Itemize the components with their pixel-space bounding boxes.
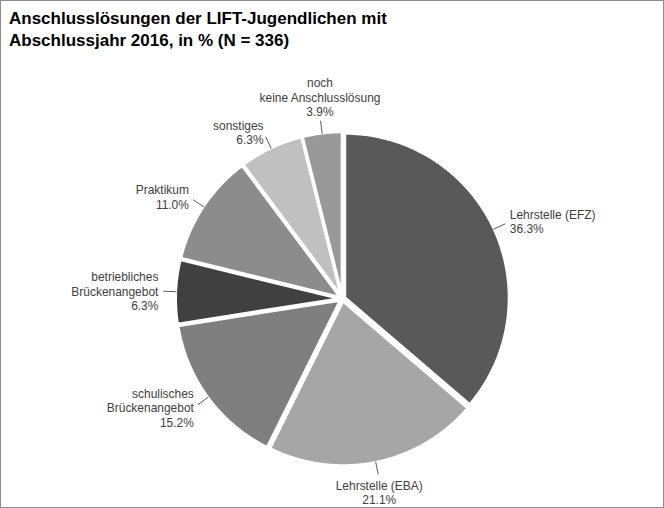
svg-text:sonstiges6.3%: sonstiges6.3% bbox=[213, 119, 264, 147]
svg-text:Praktikum11.0%: Praktikum11.0% bbox=[136, 183, 190, 211]
svg-text:nochkeine Anschlusslösung3.9%: nochkeine Anschlusslösung3.9% bbox=[259, 76, 380, 119]
html-text:Anschlusslösungen der LIFT-Jug: Anschlusslösungen der LIFT-Jugendlichen … bbox=[9, 9, 387, 50]
svg-text:schulischesBrückenangebot15.2%: schulischesBrückenangebot15.2% bbox=[107, 387, 195, 430]
svg-text:Lehrstelle (EBA)21.1%: Lehrstelle (EBA)21.1% bbox=[336, 478, 423, 505]
svg-text:Lehrstelle (EFZ)36.3%: Lehrstelle (EFZ)36.3% bbox=[510, 208, 596, 236]
svg-text:betrieblichesBrückenangebot6.3: betrieblichesBrückenangebot6.3% bbox=[71, 270, 159, 313]
